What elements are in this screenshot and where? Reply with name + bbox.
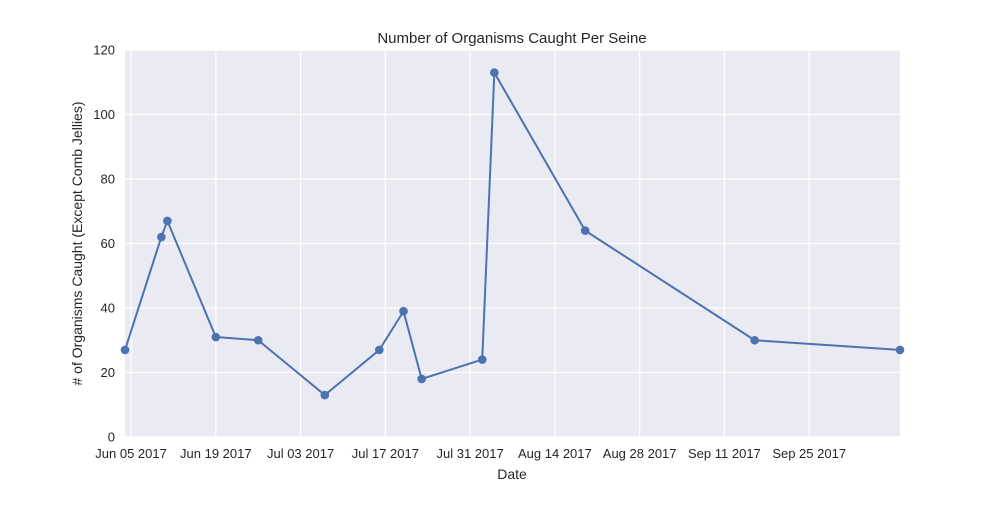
x-tick-label: Jun 19 2017: [180, 446, 252, 461]
data-point: [399, 306, 408, 316]
x-tick-label: Jul 03 2017: [267, 446, 334, 461]
data-point: [417, 374, 426, 384]
series-line: [124, 71, 901, 397]
x-tick-label: Sep 25 2017: [772, 446, 846, 461]
y-tick-label: 20: [101, 365, 115, 380]
x-tick-label: Jul 31 2017: [437, 446, 504, 461]
y-tick-label: 60: [101, 236, 115, 251]
x-tick-label: Aug 28 2017: [603, 446, 677, 461]
data-point: [580, 226, 590, 235]
y-tick-label: 120: [93, 43, 115, 58]
x-tick-label: Jul 17 2017: [352, 446, 419, 461]
x-tick-label: Jun 05 2017: [95, 446, 167, 461]
y-tick-label: 0: [108, 430, 115, 445]
data-point: [253, 335, 263, 345]
x-tick-label: Aug 14 2017: [518, 446, 592, 461]
data-point: [320, 390, 330, 400]
data-point: [120, 345, 130, 355]
data-point: [163, 216, 172, 226]
y-axis-title: # of Organisms Caught (Except Comb Jelli…: [69, 102, 85, 386]
data-point: [750, 335, 759, 345]
data-point: [374, 345, 384, 355]
y-tick-label: 80: [101, 172, 115, 187]
y-tick-label: 100: [93, 107, 115, 122]
grid-lines: [125, 49, 900, 438]
series-layer: [120, 68, 905, 400]
data-point: [211, 332, 221, 342]
chart-title: Number of Organisms Caught Per Seine: [377, 30, 646, 47]
x-tick-label: Sep 11 2017: [688, 446, 761, 461]
data-point: [157, 232, 166, 242]
x-axis-title: Date: [497, 466, 527, 482]
y-tick-label: 40: [101, 301, 115, 316]
data-point: [477, 355, 487, 364]
y-axis-ticks: 0 20 40 60 80 100 120: [93, 43, 115, 445]
data-point: [490, 68, 499, 77]
data-point: [895, 345, 905, 355]
x-axis-ticks: Jun 05 2017 Jun 19 2017 Jul 03 2017 Jul 17 …: [95, 446, 846, 461]
